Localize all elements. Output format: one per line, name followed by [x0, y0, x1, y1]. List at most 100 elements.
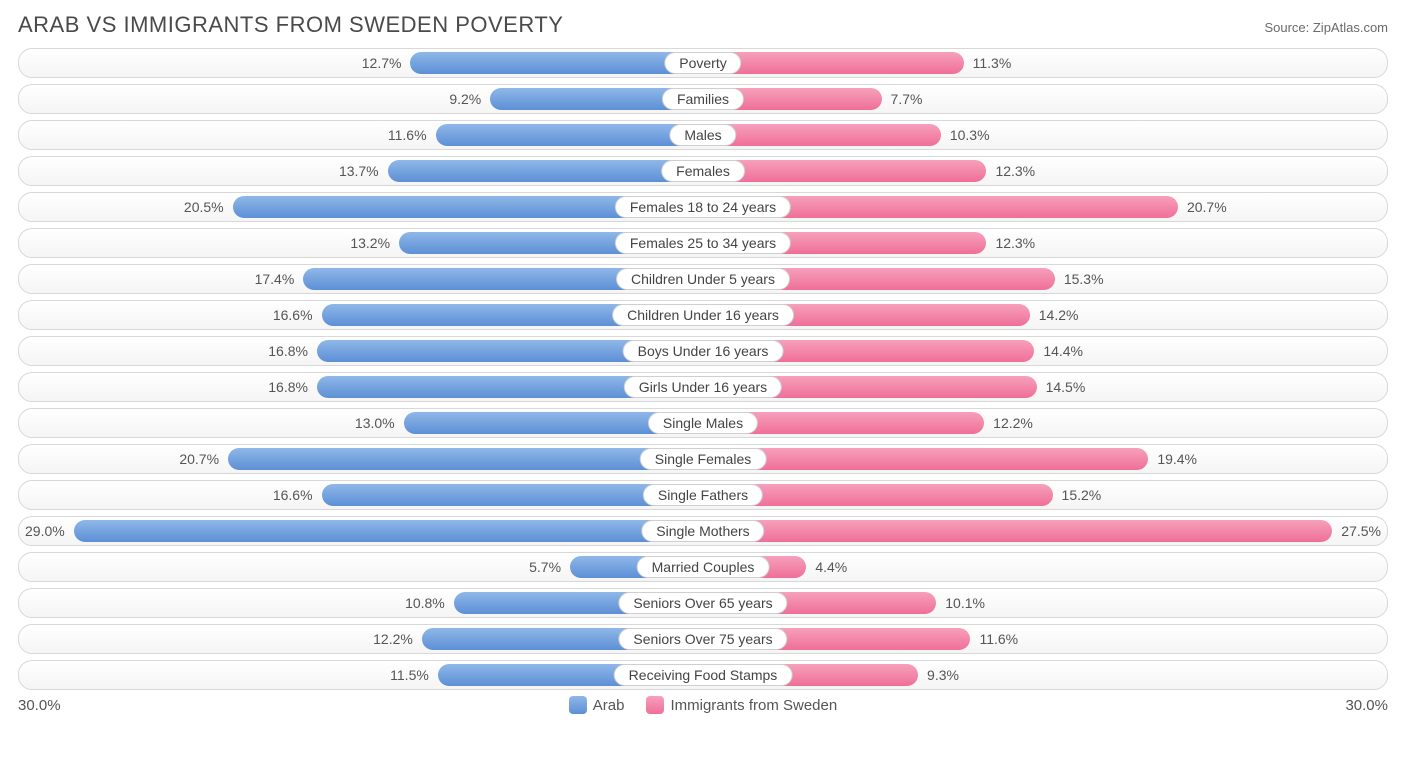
left-bar — [228, 448, 700, 470]
right-bar — [706, 448, 1148, 470]
category-label: Females 18 to 24 years — [615, 196, 791, 218]
left-value-label: 9.2% — [443, 91, 487, 107]
left-value-label: 11.5% — [384, 667, 435, 683]
row-right-half: 10.1% — [703, 589, 1387, 617]
chart-area: 12.7%11.3%Poverty 9.2% 7.7% Families 11.6% 10… — [18, 48, 1388, 690]
left-bar — [436, 124, 700, 146]
right-value-label: 11.6% — [973, 631, 1024, 647]
left-value-label: 13.2% — [344, 235, 396, 251]
right-value-label: 12.3% — [989, 163, 1041, 179]
chart-row: 20.5% 20.7% Females 18 to 24 years — [18, 192, 1388, 222]
left-value-label: 20.7% — [173, 451, 225, 467]
row-right-half: 9.3% — [703, 661, 1387, 689]
chart-row: 16.8% 14.4% Boys Under 16 years — [18, 336, 1388, 366]
row-right-half: 11.6% — [703, 625, 1387, 653]
chart-row: 5.7% 4.4% Married Couples — [18, 552, 1388, 582]
chart-row: 10.8% 10.1%Seniors Over 65 years — [18, 588, 1388, 618]
row-right-half: 14.2% — [703, 301, 1387, 329]
category-label: Single Mothers — [641, 520, 764, 542]
left-value-label: 16.6% — [267, 307, 319, 323]
row-left-half: 16.6% — [19, 481, 703, 509]
row-left-half: 5.7% — [19, 553, 703, 581]
right-bar — [706, 52, 964, 74]
row-right-half: 27.5% — [703, 517, 1387, 545]
right-value-label: 27.5% — [1335, 523, 1387, 539]
right-value-label: 10.3% — [944, 127, 996, 143]
row-left-half: 12.2% — [19, 625, 703, 653]
row-left-half: 16.8% — [19, 337, 703, 365]
left-value-label: 10.8% — [399, 595, 451, 611]
left-bar — [410, 52, 700, 74]
row-left-half: 10.8% — [19, 589, 703, 617]
right-bar — [706, 124, 941, 146]
category-label: Receiving Food Stamps — [614, 664, 793, 686]
chart-row: 13.0%12.2%Single Males — [18, 408, 1388, 438]
category-label: Seniors Over 75 years — [618, 628, 787, 650]
chart-row: 20.7%19.4%Single Females — [18, 444, 1388, 474]
row-left-half: 29.0% — [19, 517, 703, 545]
row-right-half: 4.4% — [703, 553, 1387, 581]
row-left-half: 16.8% — [19, 373, 703, 401]
category-label: Females 25 to 34 years — [615, 232, 791, 254]
left-value-label: 20.5% — [178, 199, 230, 215]
axis-right-max: 30.0% — [1345, 697, 1388, 714]
category-label: Seniors Over 65 years — [618, 592, 787, 614]
legend: Arab Immigrants from Sweden — [569, 696, 837, 714]
row-right-half: 12.3% — [703, 229, 1387, 257]
right-value-label: 11.3% — [967, 55, 1018, 71]
chart-row: 12.2% 11.6% Seniors Over 75 years — [18, 624, 1388, 654]
chart-row: 16.6%15.2%Single Fathers — [18, 480, 1388, 510]
chart-header: ARAB VS IMMIGRANTS FROM SWEDEN POVERTY S… — [18, 12, 1388, 38]
row-right-half: 12.2% — [703, 409, 1387, 437]
category-label: Children Under 5 years — [616, 268, 790, 290]
chart-row: 17.4%15.3%Children Under 5 years — [18, 264, 1388, 294]
category-label: Families — [662, 88, 744, 110]
row-left-half: 11.5% — [19, 661, 703, 689]
legend-label-right: Immigrants from Sweden — [670, 697, 837, 714]
left-value-label: 11.6% — [382, 127, 433, 143]
legend-swatch-left — [569, 696, 587, 714]
chart-title: ARAB VS IMMIGRANTS FROM SWEDEN POVERTY — [18, 12, 563, 38]
right-value-label: 20.7% — [1181, 199, 1233, 215]
category-label: Boys Under 16 years — [623, 340, 784, 362]
right-bar — [706, 160, 986, 182]
chart-row: 13.7% 12.3% Females — [18, 156, 1388, 186]
category-label: Females — [661, 160, 745, 182]
left-bar — [388, 160, 700, 182]
category-label: Children Under 16 years — [612, 304, 794, 326]
left-value-label: 13.0% — [349, 415, 401, 431]
row-right-half: 12.3% — [703, 157, 1387, 185]
category-label: Girls Under 16 years — [624, 376, 782, 398]
row-left-half: 9.2% — [19, 85, 703, 113]
row-right-half: 15.3% — [703, 265, 1387, 293]
right-value-label: 15.3% — [1058, 271, 1110, 287]
row-left-half: 13.0% — [19, 409, 703, 437]
row-right-half: 20.7% — [703, 193, 1387, 221]
row-right-half: 15.2% — [703, 481, 1387, 509]
legend-swatch-right — [646, 696, 664, 714]
right-value-label: 7.7% — [885, 91, 929, 107]
chart-row: 12.7%11.3%Poverty — [18, 48, 1388, 78]
right-value-label: 12.3% — [989, 235, 1041, 251]
row-left-half: 13.7% — [19, 157, 703, 185]
row-right-half: 11.3% — [703, 49, 1387, 77]
left-value-label: 16.8% — [262, 379, 314, 395]
chart-source: Source: ZipAtlas.com — [1264, 20, 1388, 35]
category-label: Married Couples — [637, 556, 770, 578]
row-right-half: 14.4% — [703, 337, 1387, 365]
row-left-half: 13.2% — [19, 229, 703, 257]
right-value-label: 12.2% — [987, 415, 1039, 431]
chart-row: 11.5% 9.3%Receiving Food Stamps — [18, 660, 1388, 690]
right-value-label: 4.4% — [809, 559, 853, 575]
row-left-half: 11.6% — [19, 121, 703, 149]
left-bar — [74, 520, 700, 542]
row-right-half: 14.5% — [703, 373, 1387, 401]
right-bar — [706, 520, 1332, 542]
row-right-half: 7.7% — [703, 85, 1387, 113]
chart-row: 29.0% 27.5% Single Mothers — [18, 516, 1388, 546]
row-left-half: 20.7% — [19, 445, 703, 473]
right-value-label: 14.5% — [1040, 379, 1092, 395]
chart-row: 16.6% 14.2%Children Under 16 years — [18, 300, 1388, 330]
right-value-label: 14.4% — [1037, 343, 1089, 359]
category-label: Single Fathers — [643, 484, 763, 506]
